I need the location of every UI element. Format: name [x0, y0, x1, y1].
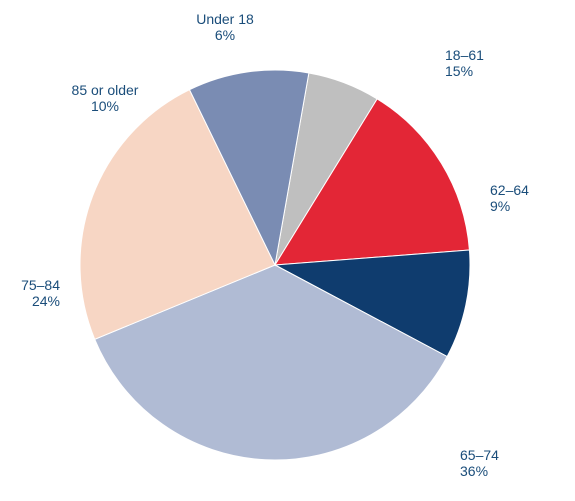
slice-label: 75–8424%	[21, 277, 60, 309]
slice-label: 18–6115%	[445, 47, 484, 79]
slice-label: 65–7436%	[460, 447, 499, 479]
slice-label: 85 or older10%	[72, 82, 139, 114]
pie-chart: Under 186% 18–6115% 62–649% 65–7436% 75–8424…	[0, 0, 575, 501]
slice-label: 62–649%	[490, 182, 529, 214]
slice-label: Under 186%	[196, 11, 254, 43]
